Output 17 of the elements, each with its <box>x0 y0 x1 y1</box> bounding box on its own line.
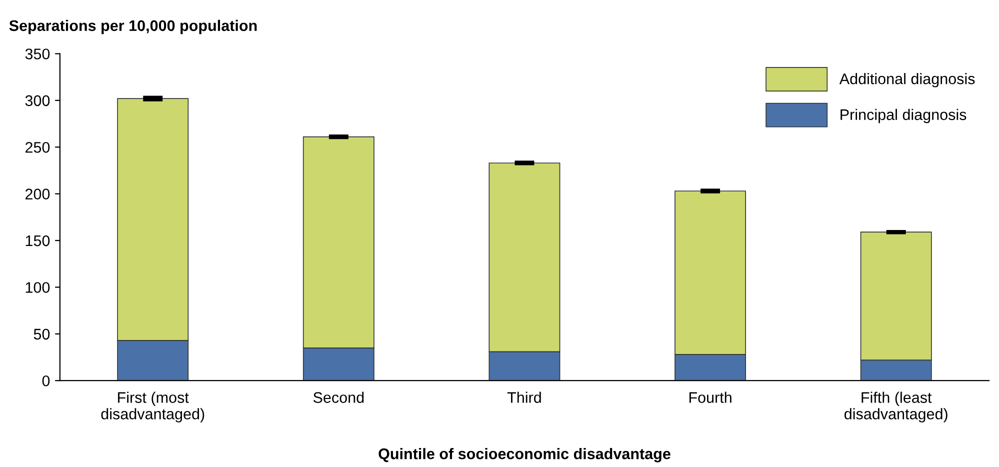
y-tick-label: 350 <box>25 48 50 60</box>
x-tick-label: Second <box>313 392 364 403</box>
x-tick-label: Fifth (least disadvantaged) <box>844 392 948 422</box>
y-tick-label: 300 <box>25 95 50 106</box>
x-tick-label: Third <box>507 392 541 403</box>
y-tick-label: 0 <box>42 375 50 386</box>
legend-label: Additional diagnosis <box>839 73 975 88</box>
y-tick-label: 150 <box>26 235 50 246</box>
x-tick-label: Fourth <box>689 392 732 403</box>
y-axis-title: Separations per 10,000 population <box>9 20 257 34</box>
y-tick-label: 100 <box>26 282 50 293</box>
y-tick-label: 250 <box>26 142 50 153</box>
legend-label: Principal diagnosis <box>840 108 966 124</box>
y-tick-label: 200 <box>26 188 50 200</box>
x-tick-label: First (most disadvantaged) <box>101 392 204 422</box>
x-axis-title: Quintile of socioeconomic disadvantage <box>378 448 670 462</box>
y-tick-label: 50 <box>34 328 50 340</box>
